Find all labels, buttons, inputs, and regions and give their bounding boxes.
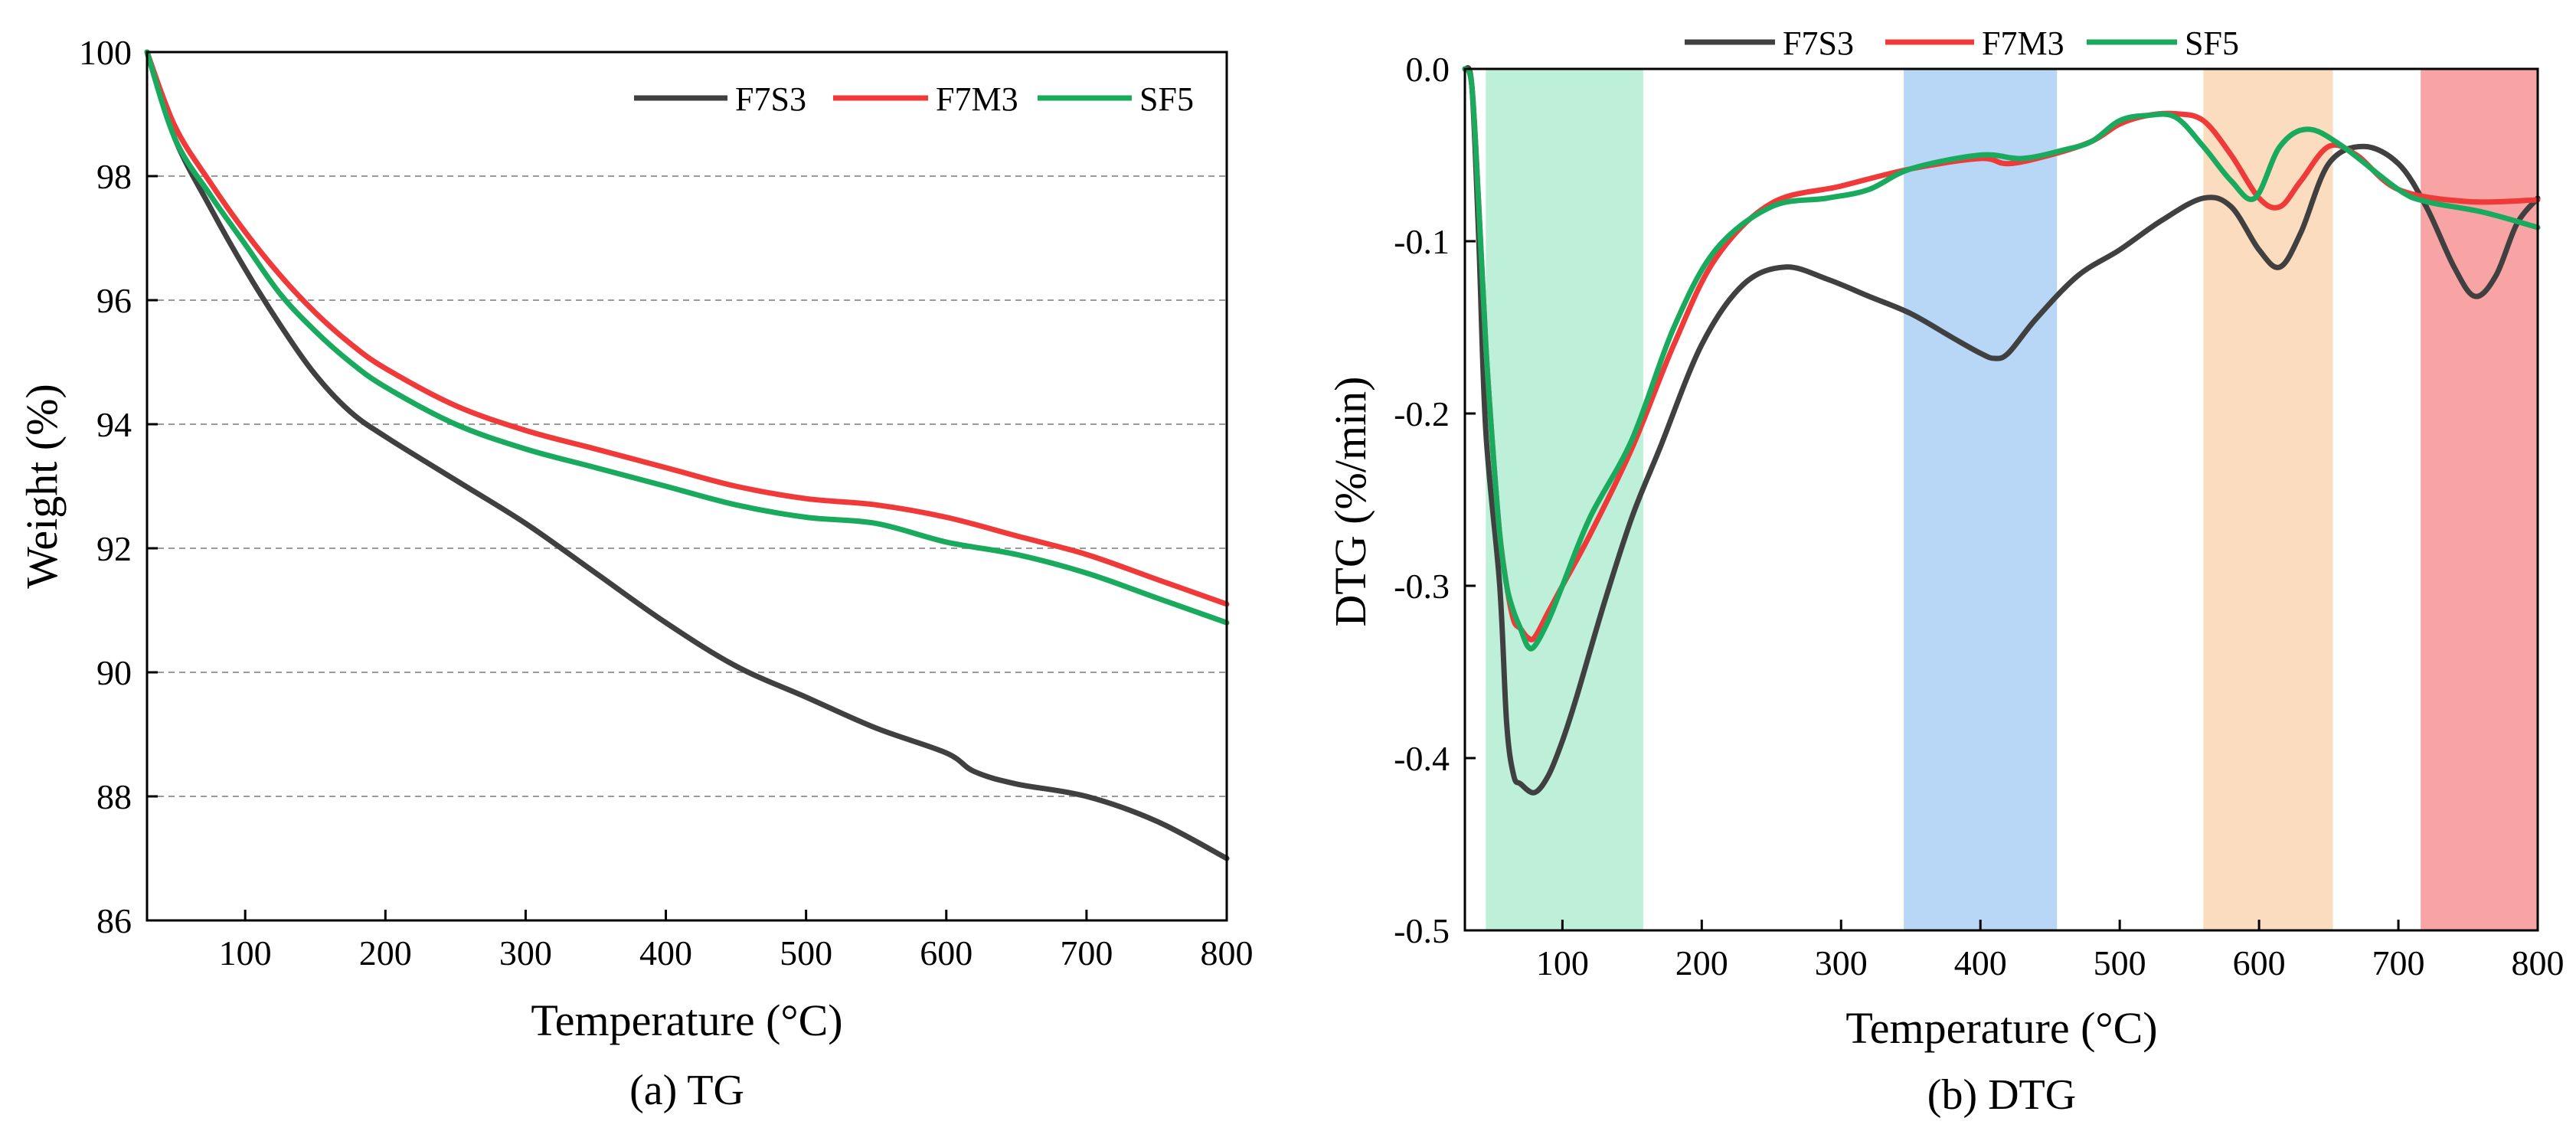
dtg-x-tick-label: 300 xyxy=(1815,943,1868,982)
tg-series-line-f7m3 xyxy=(144,49,1230,607)
dtg-x-tick-label: 800 xyxy=(2512,943,2565,982)
tg-gridlines xyxy=(147,175,1227,797)
tg-y-tick-label: 90 xyxy=(96,653,132,692)
dtg-shaded-regions xyxy=(1486,69,2538,930)
tg-plot-area xyxy=(147,52,1227,920)
tg-y-tick-label: 98 xyxy=(96,157,132,196)
tg-legend: F7S3 F7M3 SF5 xyxy=(634,80,1194,118)
tg-y-axis-title: Weight (%) xyxy=(17,384,67,589)
tg-x-tick-label: 200 xyxy=(359,933,412,972)
tg-ticks: 100 200 300 400 500 600 700 800 86 88 90 92 94 96 98 10… xyxy=(79,33,1254,972)
tg-legend-label-sf5: SF5 xyxy=(1139,80,1194,118)
tg-x-tick-label: 100 xyxy=(219,933,272,972)
tg-x-axis-title: Temperature (°C) xyxy=(531,995,842,1045)
tg-series-lines xyxy=(144,49,1230,861)
tg-x-tick-label: 500 xyxy=(780,933,832,972)
dtg-y-axis-title: DTG (%/min) xyxy=(1326,377,1375,627)
dtg-x-tick-label: 200 xyxy=(1675,943,1728,982)
tg-plot-frame xyxy=(145,51,1228,922)
dtg-caption: (b) DTG xyxy=(1927,1071,2076,1119)
tg-x-tick-label: 700 xyxy=(1060,933,1113,972)
dtg-ticks: 100 200 300 400 500 600 700 800 0.0 -0.1 -0.2 -0.3 -… xyxy=(1394,50,2564,982)
dtg-y-tick-label: -0.5 xyxy=(1394,911,1450,950)
tg-x-tick-label: 300 xyxy=(499,933,552,972)
tg-x-tick-label: 800 xyxy=(1201,933,1254,972)
dtg-panel: 100 200 300 400 500 600 700 800 0.0 -0.1 -0.2 -0.3 -… xyxy=(1326,25,2565,1119)
dtg-legend-label-sf5: SF5 xyxy=(2185,25,2239,62)
tg-y-tick-label: 92 xyxy=(96,529,132,568)
dtg-series-line-sf5 xyxy=(1462,66,2541,652)
dtg-shaded-region-1 xyxy=(1486,69,1643,930)
tg-caption: (a) TG xyxy=(629,1067,744,1114)
dtg-shaded-region-2 xyxy=(1904,69,2058,930)
tg-panel: 100 200 300 400 500 600 700 800 86 88 90 92 94 96 98 10… xyxy=(17,33,1254,1114)
dtg-x-tick-label: 500 xyxy=(2094,943,2146,982)
tg-y-tick-label: 96 xyxy=(96,281,132,320)
dtg-plot-frame xyxy=(1463,67,2539,932)
tg-series-line-sf5 xyxy=(144,49,1230,626)
tg-y-tick-label: 100 xyxy=(79,33,132,72)
dtg-x-tick-label: 700 xyxy=(2372,943,2425,982)
dtg-x-tick-label: 600 xyxy=(2233,943,2286,982)
tg-y-tick-label: 88 xyxy=(96,777,132,816)
dtg-legend-label-f7m3: F7M3 xyxy=(1982,25,2064,62)
tg-x-tick-label: 600 xyxy=(920,933,973,972)
tg-y-tick-label: 86 xyxy=(96,901,132,940)
tg-legend-label-f7s3: F7S3 xyxy=(735,80,806,118)
tg-legend-label-f7m3: F7M3 xyxy=(936,80,1018,118)
dtg-y-tick-label: -0.3 xyxy=(1394,567,1450,606)
dtg-y-tick-label: -0.1 xyxy=(1394,222,1450,261)
dtg-series-lines xyxy=(1462,65,2541,796)
dtg-x-tick-label: 400 xyxy=(1954,943,2007,982)
dtg-y-tick-label: 0.0 xyxy=(1406,50,1450,89)
dtg-y-tick-label: -0.2 xyxy=(1394,394,1450,433)
tg-y-tick-label: 94 xyxy=(96,405,132,444)
tg-x-tick-label: 400 xyxy=(639,933,692,972)
tg-series-line-f7s3 xyxy=(144,49,1230,861)
dtg-legend-label-f7s3: F7S3 xyxy=(1783,25,1854,62)
dtg-legend: F7S3 F7M3 SF5 xyxy=(1685,25,2239,62)
dtg-x-axis-title: Temperature (°C) xyxy=(1845,1003,2157,1053)
dtg-y-tick-label: -0.4 xyxy=(1394,739,1450,778)
dtg-x-tick-label: 100 xyxy=(1536,943,1589,982)
